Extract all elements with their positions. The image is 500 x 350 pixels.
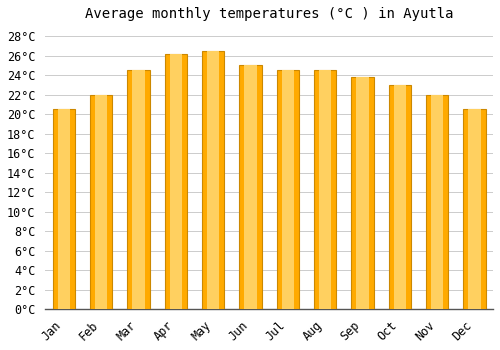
Bar (426, 94, 448, 309)
Bar (351, 77, 374, 309)
Bar (240, 65, 262, 309)
Bar (388, 85, 411, 309)
Bar (244, 65, 256, 309)
Bar (282, 70, 294, 309)
Bar (52, 109, 75, 309)
Bar (132, 70, 144, 309)
Bar (319, 70, 332, 309)
Bar (207, 51, 220, 309)
Bar (314, 70, 336, 309)
Bar (276, 70, 299, 309)
Bar (58, 109, 70, 309)
Bar (202, 51, 224, 309)
Title: Average monthly temperatures (°C ) in Ayutla: Average monthly temperatures (°C ) in Ay… (85, 7, 454, 21)
Bar (463, 109, 485, 309)
Bar (164, 54, 187, 309)
Bar (356, 77, 368, 309)
Bar (468, 109, 480, 309)
Bar (128, 70, 150, 309)
Bar (170, 54, 182, 309)
Bar (394, 85, 406, 309)
Bar (95, 94, 108, 309)
Bar (431, 94, 443, 309)
Bar (90, 94, 112, 309)
